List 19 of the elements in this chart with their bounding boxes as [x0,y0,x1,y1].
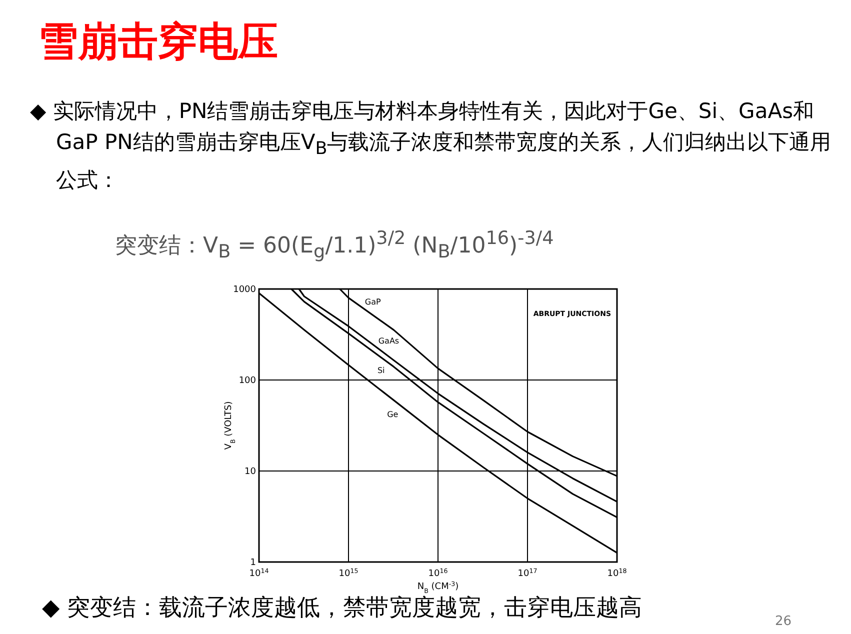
text: 突变结：V$_{B}$ = 60(E$_{g}$/1.1)$^{3/2}$ (N$_{B}$/10$^{16}$)$^{-3/4}$ [115,228,554,263]
series-label: GaAs [378,336,400,346]
text: ◆ 突变结：载流子浓度越低，禁带宽度越宽，击穿电压越高 [42,595,642,621]
x-tick-label: 10$^{17}$ [518,568,538,579]
series-label: Ge [387,410,398,419]
x-tick-label: 10$^{18}$ [607,568,627,579]
series-label: GaP [364,297,382,306]
text: 26 [775,614,792,629]
y-tick-label: 10 [244,467,256,477]
chart-title: 雪崩击穿电压 [38,18,278,67]
text: ◆ 实际情况中，PN结雪崩击穿电压与材料本身特性有关，因此对于Ge、Si、GaAs和GaP PN结的雪崩击穿电压V$_{B}$与载流子浓度和禁带宽度的关系，人们归纳出以下通用公式： [30,99,832,192]
series-label: Si [377,366,385,376]
x-tick-label: 10$^{15}$ [338,568,358,579]
y-tick-label: 100 [238,376,256,386]
x-tick-label: 10$^{14}$ [249,568,269,579]
y-tick-label: 1000 [233,285,256,295]
x-tick-label: 10$^{16}$ [428,568,448,579]
x-axis-title: N$_{B}$ (CM$^{-3}$) [417,580,459,594]
y-tick-label: 1 [250,558,256,568]
